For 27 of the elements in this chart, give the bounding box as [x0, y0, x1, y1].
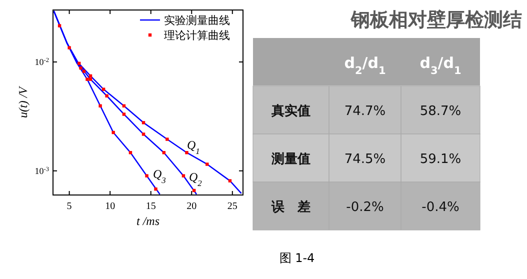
caption: 图 1-4 [279, 251, 315, 265]
text: 58.7% [420, 104, 462, 119]
text: 59.1% [420, 152, 462, 167]
y-tick-label: 10$^{-2}$ [34, 56, 49, 67]
x-tick-label: 15 [146, 201, 156, 212]
text: 74.5% [344, 152, 386, 167]
x-tick-label: 5 [66, 201, 72, 212]
legend-label: 实验测量曲线 [164, 14, 230, 27]
annotation: Q$_{1}$ [187, 138, 200, 156]
category-label: 真实值 [272, 104, 310, 119]
x-tick-label: 25 [227, 201, 238, 212]
text: 74.7% [344, 104, 386, 119]
text: 钢板相对壁厚检测结 [350, 9, 522, 31]
text: -0.2% [346, 200, 384, 215]
y-axis-title: u(t) /V [16, 85, 30, 118]
x-tick-label: 10 [105, 201, 116, 212]
category-label: 测量值 [272, 152, 310, 167]
text: -0.4% [422, 200, 460, 215]
y-tick-label: 10$^{-3}$ [34, 165, 49, 176]
category-label: d$_{3}$/d$_{1}$ [420, 54, 462, 77]
annotation: Q$_{3}$ [153, 167, 166, 184]
category-label: 误 差 [272, 200, 310, 215]
annotation: Q$_{2}$ [189, 170, 202, 188]
legend-label: 理论计算曲线 [164, 29, 230, 42]
x-axis-title: t /ms [136, 214, 160, 228]
x-tick-label: 20 [186, 201, 197, 212]
category-label: d$_{2}$/d$_{1}$ [344, 54, 386, 77]
